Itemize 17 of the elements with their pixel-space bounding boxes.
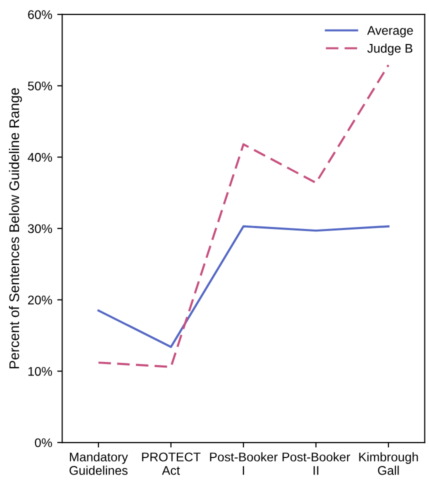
- legend-label: Judge B: [367, 44, 412, 56]
- x-tick-label: Post-Booker II: [282, 452, 350, 475]
- y-tick-label: 20%: [28, 296, 52, 304]
- x-tick-label: Post-Booker I: [210, 452, 278, 475]
- line-series: [97, 225, 390, 348]
- y-tick-label: 10%: [28, 366, 52, 376]
- y-tick-label: 30%: [28, 224, 52, 234]
- line-series: [97, 64, 390, 368]
- y-tick-label: 60%: [28, 10, 52, 20]
- legend-label: Average: [367, 26, 413, 38]
- x-tick-label: Kimbrough Gall: [359, 452, 418, 475]
- y-tick-label: 0%: [34, 438, 52, 448]
- y-tick-label: 40%: [28, 152, 52, 162]
- y-axis-title: Percent of Sentences Below Guideline Range: [8, 88, 22, 368]
- y-tick-label: 50%: [28, 82, 52, 90]
- x-tick-label: PROTECT Act: [142, 452, 201, 475]
- x-tick-label: Mandatory Guidelines: [70, 452, 128, 475]
